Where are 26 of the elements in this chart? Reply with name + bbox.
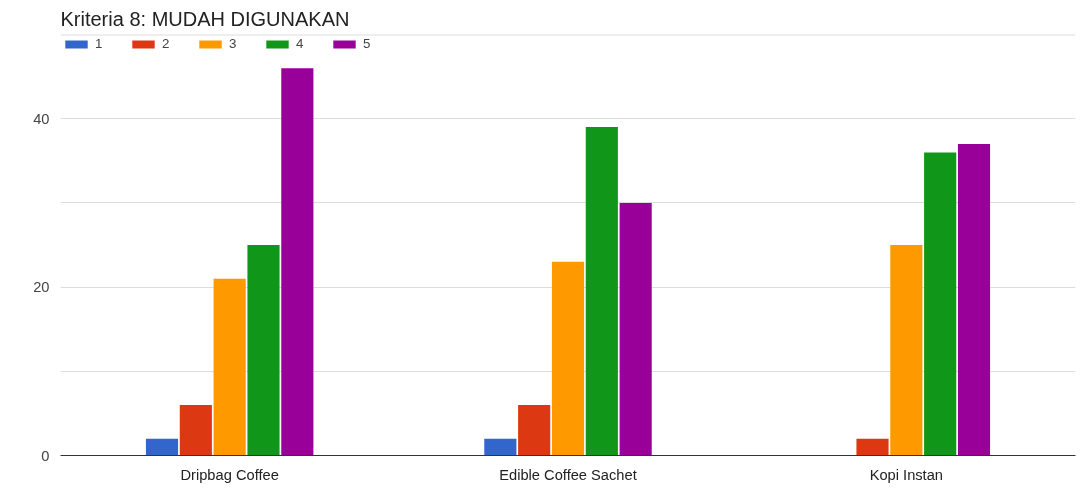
legend-label: 2 <box>162 36 171 51</box>
bar <box>924 152 957 456</box>
x-tick-label: Edible Coffee Sachet <box>499 466 637 483</box>
legend-label: 4 <box>296 36 305 51</box>
bar <box>145 438 179 456</box>
bar <box>247 245 280 456</box>
bar <box>890 245 923 456</box>
bar <box>856 438 889 456</box>
bar <box>957 143 991 456</box>
y-tick-label: 40 <box>33 110 50 127</box>
bar <box>213 278 246 456</box>
x-tick-label: Kopi Instan <box>869 466 944 483</box>
bar <box>585 127 618 456</box>
y-tick-label: 0 <box>41 447 50 464</box>
bar <box>518 404 551 456</box>
bar <box>551 261 585 456</box>
legend-label: 5 <box>363 36 372 51</box>
bar <box>619 202 652 456</box>
legend-label: 1 <box>95 36 104 51</box>
bar <box>179 404 212 456</box>
chart-title: Kriteria 8: MUDAH DIGUNAKAN <box>60 7 350 30</box>
legend-label: 3 <box>229 36 238 51</box>
y-tick-label: 20 <box>33 279 50 296</box>
x-tick-label: Dripbag Coffee <box>180 466 279 483</box>
bar <box>484 438 517 456</box>
bar <box>281 68 314 456</box>
